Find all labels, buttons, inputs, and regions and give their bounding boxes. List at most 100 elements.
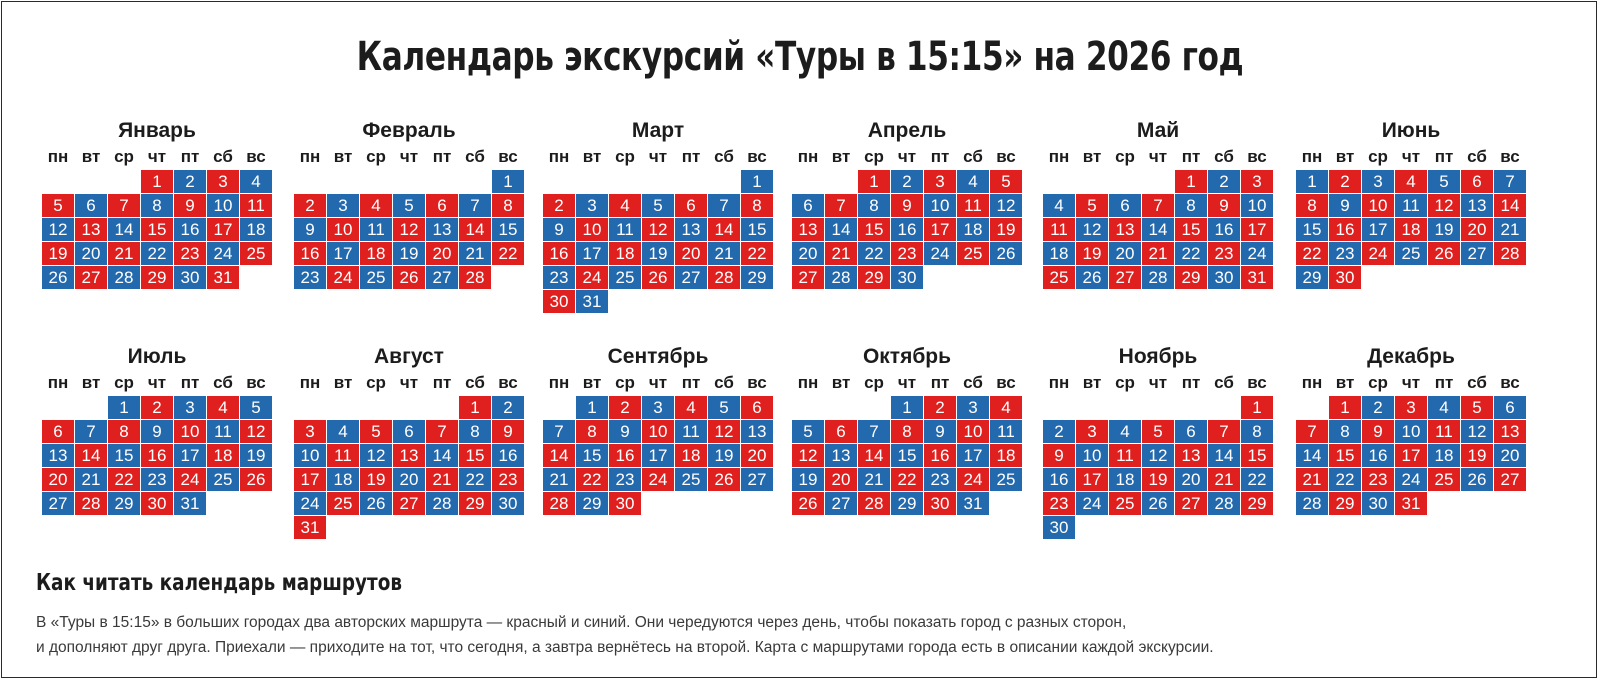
weekday-label: вт	[831, 147, 851, 166]
day-cell-red: 24	[1362, 242, 1394, 265]
day-cell-blue: 26	[1076, 266, 1108, 289]
weekday-label: чт	[1148, 373, 1168, 392]
weekday-label: вс	[246, 373, 266, 392]
day-cell-red: 10	[957, 420, 989, 443]
day-cell-red: 25	[1109, 492, 1141, 515]
day-cell-blue: 28	[1296, 492, 1328, 515]
day-cell-red: 16	[924, 444, 956, 467]
day-cell-blue: 19	[792, 468, 824, 491]
month-name: Май	[1136, 119, 1180, 142]
day-cell-red: 3	[294, 420, 326, 443]
day-cell-red: 14	[75, 444, 107, 467]
day-cell-blue: 11	[609, 218, 641, 241]
day-cell-blue: 7	[75, 420, 107, 443]
day-cell-red: 30	[924, 492, 956, 515]
day-cell-blue: 4	[240, 170, 272, 193]
legend-text: В «Туры в 15:15» в больших городах два а…	[36, 610, 1576, 660]
day-cell-red: 18	[360, 242, 392, 265]
day-cell-red: 20	[1461, 218, 1493, 241]
day-cell-blue: 22	[459, 468, 491, 491]
day-cell-blue: 14	[426, 444, 458, 467]
day-cell-blue: 17	[1362, 218, 1394, 241]
day-cell-red: 22	[492, 242, 524, 265]
weekday-label: пн	[1048, 373, 1070, 392]
weekday-label: ср	[864, 373, 884, 392]
day-cell-red: 23	[174, 242, 206, 265]
day-cell-red: 8	[576, 420, 608, 443]
day-cell-red: 29	[1329, 492, 1361, 515]
legend-title: Как читать календарь маршрутов	[36, 570, 403, 596]
day-cell-red: 20	[741, 444, 773, 467]
day-cell-red: 10	[642, 420, 674, 443]
day-cell-blue: 6	[1109, 194, 1141, 217]
day-cell-blue: 14	[108, 218, 140, 241]
day-cell-red: 3	[207, 170, 239, 193]
day-cell-red: 29	[141, 266, 173, 289]
day-cell-red: 12	[240, 420, 272, 443]
weekday-label: пн	[1301, 373, 1323, 392]
day-cell-blue: 19	[1428, 218, 1460, 241]
weekday-label: вс	[996, 373, 1016, 392]
day-cell-red: 9	[174, 194, 206, 217]
day-cell-blue: 3	[957, 396, 989, 419]
day-cell-blue: 21	[459, 242, 491, 265]
weekday-label: пт	[432, 147, 452, 166]
day-cell-blue: 3	[1362, 170, 1394, 193]
weekday-label: вт	[81, 147, 101, 166]
day-cell-red: 29	[1175, 266, 1207, 289]
day-cell-red: 10	[576, 218, 608, 241]
weekday-label: вт	[831, 373, 851, 392]
day-cell-blue: 31	[576, 290, 608, 313]
day-cell-blue: 27	[825, 492, 857, 515]
day-cell-blue: 27	[426, 266, 458, 289]
day-cell-red: 13	[792, 218, 824, 241]
day-cell-red: 25	[327, 492, 359, 515]
days-grid: 1 2 3 4 5 6 7 8 9 10 11 12 13 14 15 16 17 18 19 20 21 22 23 24 2…	[294, 396, 524, 539]
day-cell-red: 26	[708, 468, 740, 491]
weekday-label: чт	[648, 147, 668, 166]
day-cell-red: 1	[459, 396, 491, 419]
day-cell-blue: 22	[1241, 468, 1273, 491]
day-cell-blue: 28	[108, 266, 140, 289]
month-calendar: Сентябрь пн вт ср чт пт сб вс 1 2 3 4 5 6 7 8 9 10 11 12 13 1…	[543, 344, 773, 515]
day-cell-blue: 25	[207, 468, 239, 491]
day-cell-red: 6	[825, 420, 857, 443]
day-cell-blue: 5	[708, 396, 740, 419]
day-cell-red: 7	[426, 420, 458, 443]
weekday-label: вс	[1247, 373, 1267, 392]
day-cell-blue: 24	[1241, 242, 1273, 265]
weekday-label: чт	[399, 147, 419, 166]
day-cell-blue: 2	[492, 396, 524, 419]
day-cell-blue: 25	[990, 468, 1022, 491]
weekday-label: пн	[1048, 147, 1070, 166]
day-cell-red: 14	[1494, 194, 1526, 217]
day-cell-blue: 24	[924, 242, 956, 265]
day-cell-blue: 5	[1428, 170, 1460, 193]
day-cell-red: 7	[825, 194, 857, 217]
day-cell-blue: 30	[1043, 516, 1075, 539]
weekday-label: чт	[147, 373, 167, 392]
day-cell-blue: 2	[1043, 420, 1075, 443]
day-cell-red: 9	[1208, 194, 1240, 217]
weekday-header: пн вт ср чт пт сб вс	[294, 370, 524, 396]
day-cell-blue: 5	[642, 194, 674, 217]
day-cell-blue: 17	[576, 242, 608, 265]
day-cell-blue: 19	[393, 242, 425, 265]
day-cell-blue: 14	[1208, 444, 1240, 467]
day-cell-red: 28	[459, 266, 491, 289]
day-cell-red: 9	[1362, 420, 1394, 443]
legend-line: и дополняют друг друга. Приехали — прихо…	[36, 639, 1214, 656]
day-cell-blue: 19	[642, 242, 674, 265]
month-calendar: Декабрь пн вт ср чт пт сб вс 1 2 3 4 5 6 7 8 9 10 11 12 13 14…	[1296, 344, 1526, 515]
month-calendar: Февраль пн вт ср чт пт сб вс 1 2 3 4 5 6 7 8 9 10 11 12 13 14…	[294, 118, 524, 289]
day-cell-blue: 9	[609, 420, 641, 443]
day-cell-blue: 1	[891, 396, 923, 419]
day-cell-red: 20	[42, 468, 74, 491]
day-cell-red: 8	[108, 420, 140, 443]
day-cell-red: 16	[294, 242, 326, 265]
day-cell-blue: 8	[141, 194, 173, 217]
weekday-label: пт	[180, 373, 200, 392]
day-cell-blue: 7	[459, 194, 491, 217]
day-cell-red: 22	[1296, 242, 1328, 265]
weekday-header: пн вт ср чт пт сб вс	[543, 370, 773, 396]
